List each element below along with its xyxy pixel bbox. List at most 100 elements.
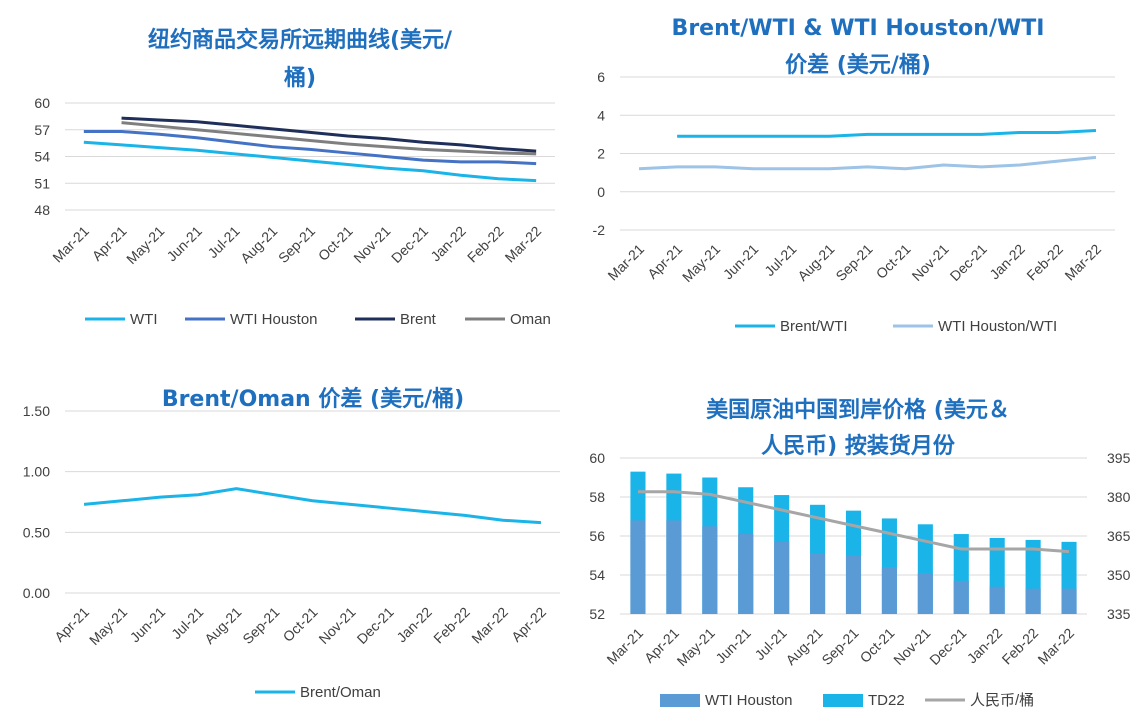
bar-wti-houston: [953, 580, 969, 614]
series-line-2: [83, 130, 537, 166]
x-tick-label: Oct-21: [315, 223, 356, 264]
series-line-2: [638, 155, 1097, 171]
x-tick-label: Jun-21: [127, 604, 169, 646]
x-tick-label: Jun-21: [712, 625, 754, 667]
x-tick-label: Mar-21: [49, 223, 92, 266]
y-tick-label: 1.50: [23, 403, 50, 419]
legend-label: WTI Houston: [705, 692, 793, 709]
x-tick-label: Nov-21: [890, 625, 933, 668]
bar-wti-houston: [917, 573, 933, 614]
legend-swatch: [823, 694, 863, 707]
bar-wti-houston: [1025, 588, 1041, 614]
y-tick-label: 0: [597, 184, 605, 200]
bar-wti-houston: [702, 526, 718, 614]
y-tick-label: 57: [34, 122, 50, 138]
y2-tick-label: 395: [1107, 450, 1131, 466]
chart-title: 纽约商品交易所远期曲线(美元/: [148, 27, 453, 53]
x-tick-label: Jan-22: [393, 604, 435, 646]
chart-2: Brent/WTI & WTI Houston/WTI 价差 (美元/桶) -2 0 2…: [593, 16, 1115, 335]
x-tick-label: Sep-21: [832, 241, 875, 284]
x-tick-label: Feb-22: [1023, 241, 1066, 284]
legend-label: WTI: [130, 311, 158, 328]
x-tick-label: Jun-21: [163, 223, 205, 265]
y-tick-label: 60: [34, 95, 50, 111]
bar-wti-houston: [630, 520, 646, 614]
x-tick-label: May-21: [86, 604, 130, 648]
y-tick-label: 4: [597, 107, 605, 123]
x-tick-label: Jun-21: [720, 241, 762, 283]
bar-wti-houston: [666, 520, 682, 614]
legend-label: 人民币/桶: [970, 692, 1034, 709]
bar-wti-houston: [989, 586, 1005, 614]
x-tick-label: Feb-22: [999, 625, 1042, 668]
x-tick-label: Aug-21: [237, 223, 280, 266]
series-line-1: [83, 140, 537, 183]
x-tick-label: Apr-21: [51, 604, 92, 645]
x-tick-label: Aug-21: [782, 625, 825, 668]
legend-label: Oman: [510, 311, 551, 328]
x-tick-label: Mar-22: [1034, 625, 1077, 668]
x-tick-label: Jan-22: [427, 223, 469, 265]
series-line-1: [677, 129, 1097, 138]
y-tick-label: -2: [593, 222, 606, 238]
bar-wti-houston: [845, 555, 862, 614]
x-tick-label: Oct-21: [857, 625, 898, 666]
y2-tick-label: 350: [1107, 567, 1131, 583]
x-tick-label: Sep-21: [818, 625, 861, 668]
chart-title: 桶): [284, 66, 316, 91]
chart-3: Brent/Oman 价差 (美元/桶) 0.00 0.50 1.00 1.50 Apr-…: [23, 386, 560, 701]
chart-4: 美国原油中国到岸价格 (美元＆ 人民币) 按装货月份 52 54 56 58 60 335 35…: [589, 397, 1130, 709]
y-tick-label: 58: [589, 489, 605, 505]
y-tick-label: 52: [589, 606, 605, 622]
y-tick-label: 1.00: [23, 464, 50, 480]
x-tick-label: Aug-21: [201, 604, 244, 647]
x-tick-label: Dec-21: [388, 223, 431, 266]
legend-label: Brent/WTI: [780, 318, 848, 335]
x-tick-label: Dec-21: [947, 241, 990, 284]
x-tick-label: Mar-22: [502, 223, 545, 266]
x-tick-label: Sep-21: [275, 223, 318, 266]
chart-title: 人民币) 按装货月份: [761, 433, 956, 459]
x-tick-label: Mar-22: [468, 604, 511, 647]
y-tick-label: 0.00: [23, 585, 50, 601]
y2-tick-label: 365: [1107, 528, 1131, 544]
chart-title: Brent/WTI & WTI Houston/WTI: [672, 16, 1045, 41]
chart-1: 纽约商品交易所远期曲线(美元/桶)4851545760Mar-21Apr-21M…: [34, 27, 555, 328]
x-tick-label: May-21: [674, 625, 718, 669]
x-tick-label: Jan-22: [964, 625, 1006, 667]
x-tick-label: Feb-22: [464, 223, 507, 266]
y-tick-label: 2: [597, 146, 605, 162]
chart-title: 价差 (美元/桶): [785, 52, 931, 78]
x-tick-label: Aug-21: [794, 241, 837, 284]
y2-tick-label: 335: [1107, 606, 1131, 622]
y-tick-label: 56: [589, 528, 605, 544]
legend-swatch: [660, 694, 700, 707]
x-tick-label: Jan-22: [986, 241, 1028, 283]
legend-label: Brent: [400, 311, 437, 328]
series-line-1: [83, 487, 542, 525]
x-tick-label: Feb-22: [430, 604, 473, 647]
y2-tick-label: 380: [1107, 489, 1131, 505]
bar-wti-houston: [774, 541, 790, 614]
series-line-4: [121, 121, 537, 156]
x-tick-label: May-21: [123, 223, 167, 267]
x-tick-label: Sep-21: [239, 604, 282, 647]
x-tick-label: Oct-21: [873, 241, 914, 282]
bar-wti-houston: [881, 567, 897, 614]
x-tick-label: Apr-21: [644, 241, 685, 282]
bar-wti-houston: [810, 553, 826, 614]
y-tick-label: 54: [34, 149, 50, 165]
chart-title: 美国原油中国到岸价格 (美元＆: [706, 397, 1010, 423]
x-tick-label: Mar-21: [603, 625, 646, 668]
legend-label: WTI Houston/WTI: [938, 318, 1057, 335]
x-tick-label: Nov-21: [315, 604, 358, 647]
x-tick-label: Oct-21: [280, 604, 321, 645]
x-tick-label: Dec-21: [926, 625, 969, 668]
series-line-3: [121, 116, 537, 153]
y-tick-label: 54: [589, 567, 605, 583]
x-tick-label: Mar-21: [604, 241, 647, 284]
chart-title: Brent/Oman 价差 (美元/桶): [162, 386, 464, 412]
x-tick-label: Dec-21: [354, 604, 397, 647]
y-tick-label: 60: [589, 450, 605, 466]
x-tick-label: Apr-22: [508, 604, 549, 645]
